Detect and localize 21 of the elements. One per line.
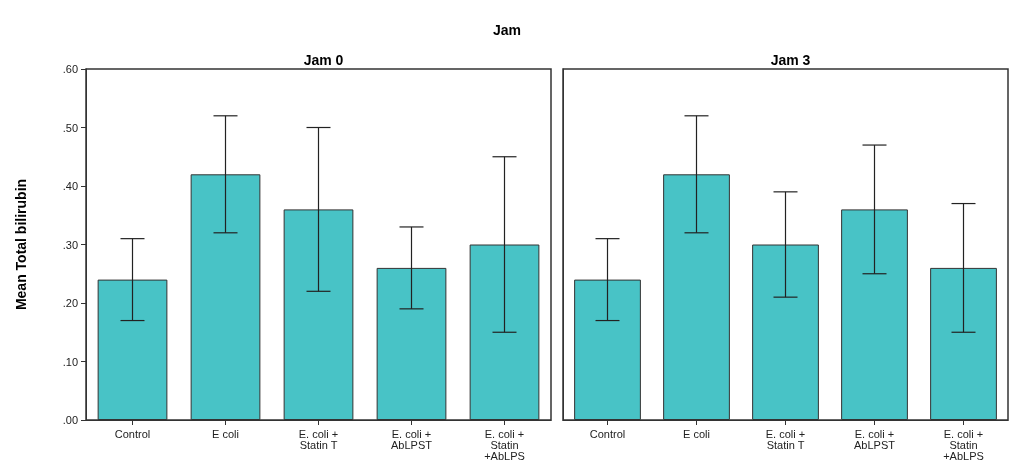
x-tick-label: Control — [589, 427, 626, 440]
x-tick-label: E. coli + AbLPST — [391, 427, 433, 451]
x-tick-label: E. coli + Statin T — [765, 427, 806, 451]
y-axis-title: Mean Total bilirubin — [13, 178, 29, 311]
y-tick-label: .00 — [62, 414, 78, 426]
chart-title: Jam 3 — [770, 52, 811, 68]
x-tick-label: E. coli + Statin +AbLPS — [943, 427, 984, 462]
y-tick-label: .20 — [62, 297, 78, 309]
y-tick-label: .40 — [62, 180, 78, 192]
x-tick-label: Control — [114, 427, 151, 440]
x-tick-label: E coli — [212, 427, 239, 440]
text: Jam — [492, 22, 522, 38]
chart-title: Jam 0 — [303, 52, 344, 68]
x-tick-label: E. coli + AbLPST — [854, 427, 896, 451]
y-tick-label: .50 — [62, 121, 78, 134]
y-tick-label: .30 — [62, 238, 78, 251]
x-tick-label: E. coli + Statin +AbLPS — [484, 427, 525, 462]
y-tick-label: .60 — [62, 63, 78, 75]
x-tick-label: E coli — [683, 427, 710, 440]
y-tick-label: .10 — [62, 355, 78, 368]
x-tick-label: E. coli + Statin T — [298, 427, 339, 451]
